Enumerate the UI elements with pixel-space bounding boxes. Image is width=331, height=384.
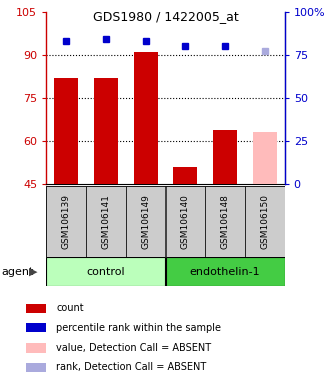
Bar	[86, 186, 126, 257]
Bar	[173, 167, 197, 184]
Text: rank, Detection Call = ABSENT: rank, Detection Call = ABSENT	[56, 362, 207, 372]
Text: GSM106141: GSM106141	[101, 194, 111, 249]
Text: GSM106149: GSM106149	[141, 194, 150, 249]
Bar	[46, 186, 86, 257]
Bar	[245, 186, 285, 257]
Text: count: count	[56, 303, 84, 313]
Bar	[26, 343, 46, 353]
Text: control: control	[87, 266, 125, 277]
Text: percentile rank within the sample: percentile rank within the sample	[56, 323, 221, 333]
Text: GSM106139: GSM106139	[62, 194, 71, 249]
Text: GSM106140: GSM106140	[181, 194, 190, 249]
Bar	[213, 130, 237, 184]
Bar	[126, 186, 166, 257]
Text: ▶: ▶	[29, 266, 38, 277]
Text: value, Detection Call = ABSENT: value, Detection Call = ABSENT	[56, 343, 212, 353]
Bar	[46, 257, 166, 286]
Text: GSM106148: GSM106148	[220, 194, 230, 249]
Bar	[134, 52, 158, 184]
Bar	[253, 132, 277, 184]
Bar	[94, 78, 118, 184]
Text: endothelin-1: endothelin-1	[190, 266, 260, 277]
Text: agent: agent	[2, 266, 34, 277]
Bar	[26, 304, 46, 313]
Bar	[205, 186, 245, 257]
Text: GSM106150: GSM106150	[260, 194, 269, 249]
Bar	[26, 363, 46, 372]
Bar	[26, 323, 46, 333]
Text: GDS1980 / 1422005_at: GDS1980 / 1422005_at	[93, 10, 238, 23]
Bar	[166, 186, 205, 257]
Bar	[166, 257, 285, 286]
Bar	[54, 78, 78, 184]
